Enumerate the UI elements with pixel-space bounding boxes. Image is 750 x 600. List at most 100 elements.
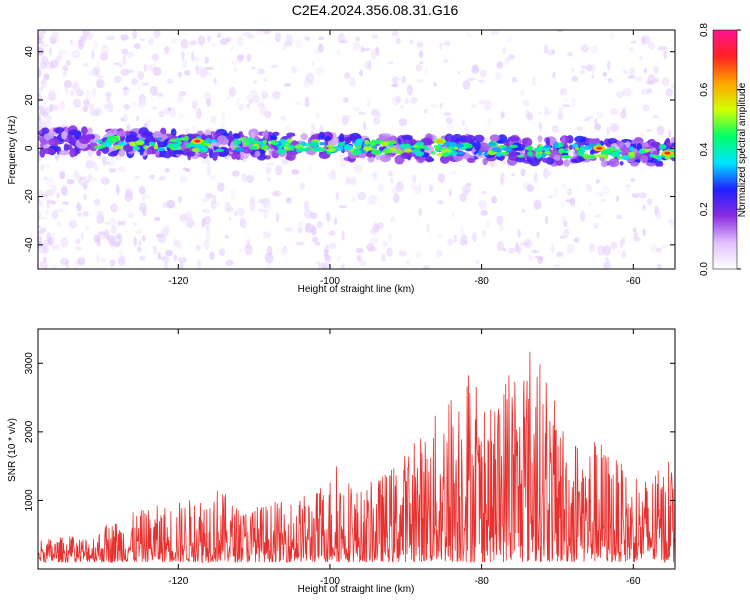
spectrogram-speckle bbox=[414, 252, 423, 259]
spectrogram-speckle bbox=[38, 86, 44, 91]
spectrogram-speckle bbox=[68, 219, 77, 229]
spectrogram-speckle bbox=[295, 38, 303, 49]
spectrogram-speckle bbox=[137, 70, 145, 80]
spectrogram-speckle bbox=[100, 258, 107, 263]
spectrogram-speckle bbox=[390, 177, 394, 185]
spectrogram-speckle bbox=[266, 162, 275, 167]
spectrogram-speckle bbox=[305, 72, 315, 83]
spectrogram-speckle bbox=[165, 224, 170, 235]
spectrogram-speckle bbox=[50, 60, 59, 69]
spectrogram-speckle bbox=[355, 36, 361, 42]
spectrogram-speckle bbox=[297, 226, 303, 234]
spectrogram-speckle bbox=[106, 35, 115, 41]
spectrogram-speckle bbox=[40, 261, 45, 269]
spectrogram-speckle bbox=[85, 89, 91, 100]
spectrogram-band-cell bbox=[286, 151, 296, 161]
spectrogram-speckle bbox=[42, 176, 49, 181]
spectrogram-band-core bbox=[356, 139, 361, 145]
spectrogram-speckle bbox=[196, 260, 202, 269]
spectrogram-band-core bbox=[157, 147, 166, 152]
spectrogram-speckle bbox=[274, 32, 281, 43]
spectrogram-speckle bbox=[656, 125, 665, 136]
spectrogram-speckle bbox=[342, 97, 350, 103]
spectrogram-speckle bbox=[312, 236, 318, 243]
spectrogram-speckle bbox=[566, 187, 573, 196]
spectrogram-speckle bbox=[180, 38, 189, 49]
spectrogram-speckle bbox=[40, 163, 44, 172]
spectrogram-band-cell bbox=[43, 147, 56, 155]
spectrogram-speckle bbox=[556, 251, 564, 257]
spectrogram-band-core bbox=[143, 145, 149, 150]
spectrogram-y-ticks: 40 20 0 -20 -40 bbox=[24, 46, 675, 252]
spectrogram-speckle bbox=[204, 231, 211, 243]
spectrogram-speckle bbox=[71, 82, 77, 90]
spectrogram-speckle bbox=[141, 197, 146, 202]
spectrogram-speckle bbox=[50, 184, 57, 192]
spectrogram-speckle bbox=[371, 109, 380, 117]
spectrogram-speckle bbox=[205, 222, 210, 233]
spectrogram-speckle bbox=[253, 80, 258, 84]
spectrogram-speckle bbox=[311, 61, 315, 66]
spectrogram-speckle bbox=[511, 76, 518, 83]
spectrogram-speckle bbox=[42, 256, 47, 264]
spectrogram-speckle bbox=[347, 115, 352, 119]
spectrogram-speckle bbox=[236, 97, 241, 107]
spectrogram-band-cell bbox=[270, 135, 278, 141]
spectrogram-speckle bbox=[179, 175, 188, 184]
spectrogram-speckle bbox=[626, 185, 631, 193]
spectrogram-speckle bbox=[502, 159, 507, 165]
spectrogram-band-cell bbox=[601, 159, 608, 168]
spectrogram-speckle bbox=[559, 201, 565, 208]
spectrogram-speckle bbox=[42, 163, 52, 168]
spectrogram-band-core bbox=[206, 143, 211, 147]
spectrogram-speckle bbox=[60, 257, 69, 266]
colorbar-tick-label: 0.2 bbox=[699, 202, 710, 216]
spectrogram-band-cell bbox=[199, 152, 208, 157]
spectrogram-band-cell bbox=[379, 154, 391, 163]
spectrogram-speckle bbox=[367, 98, 371, 109]
spectrogram-band-core bbox=[413, 148, 421, 153]
spectrogram-speckle bbox=[162, 255, 170, 264]
spectrogram-band-core bbox=[271, 141, 279, 146]
spectrogram-band-core bbox=[656, 156, 662, 162]
spectrogram-speckle bbox=[398, 250, 407, 257]
spectrogram-speckle bbox=[521, 208, 526, 214]
spectrogram-band-core bbox=[117, 141, 128, 146]
spectrogram-speckle bbox=[539, 256, 544, 261]
spectrogram-speckle bbox=[236, 54, 244, 62]
spectrogram-speckle bbox=[552, 71, 556, 79]
spectrogram-speckle bbox=[642, 204, 646, 211]
spectrogram-speckle bbox=[363, 121, 367, 130]
spectrogram-speckle bbox=[647, 41, 656, 50]
spectrogram-speckle bbox=[191, 125, 198, 133]
spectrogram-speckle bbox=[478, 79, 485, 83]
spectrogram-speckle bbox=[545, 215, 549, 225]
spectrogram-speckle bbox=[418, 50, 424, 58]
spectrogram-band-core bbox=[326, 148, 335, 152]
spectrogram-speckle bbox=[313, 49, 319, 55]
spectrogram-speckle bbox=[617, 249, 621, 253]
spectrogram-speckle bbox=[621, 250, 626, 259]
spectrogram-band-core bbox=[104, 141, 112, 148]
spectrogram-band-core bbox=[113, 144, 124, 150]
spectrogram-speckle bbox=[59, 100, 65, 111]
spectrogram-speckle bbox=[100, 176, 110, 185]
spectrogram-band-core bbox=[157, 137, 163, 141]
spectrogram-speckle bbox=[647, 198, 653, 206]
spectrogram-speckle bbox=[72, 98, 82, 108]
spectrogram-band-cell bbox=[58, 150, 70, 156]
spectrogram-speckle bbox=[473, 64, 479, 71]
spectrogram-speckle bbox=[571, 97, 576, 108]
spectrogram-speckle bbox=[602, 72, 607, 77]
spectrogram-speckle bbox=[191, 100, 198, 110]
spectrogram-speckle bbox=[316, 221, 323, 229]
spectrogram-speckle bbox=[390, 215, 395, 224]
spectrogram-speckle bbox=[195, 64, 199, 75]
spectrogram-speckle bbox=[91, 178, 98, 182]
spectrogram-speckle bbox=[531, 250, 539, 253]
spectrogram-band-core bbox=[483, 152, 489, 156]
spectrogram-speckle bbox=[204, 193, 214, 199]
spectrogram-speckle bbox=[642, 228, 646, 237]
spectrogram-speckle bbox=[126, 69, 135, 74]
spectrogram-speckle bbox=[662, 76, 670, 87]
